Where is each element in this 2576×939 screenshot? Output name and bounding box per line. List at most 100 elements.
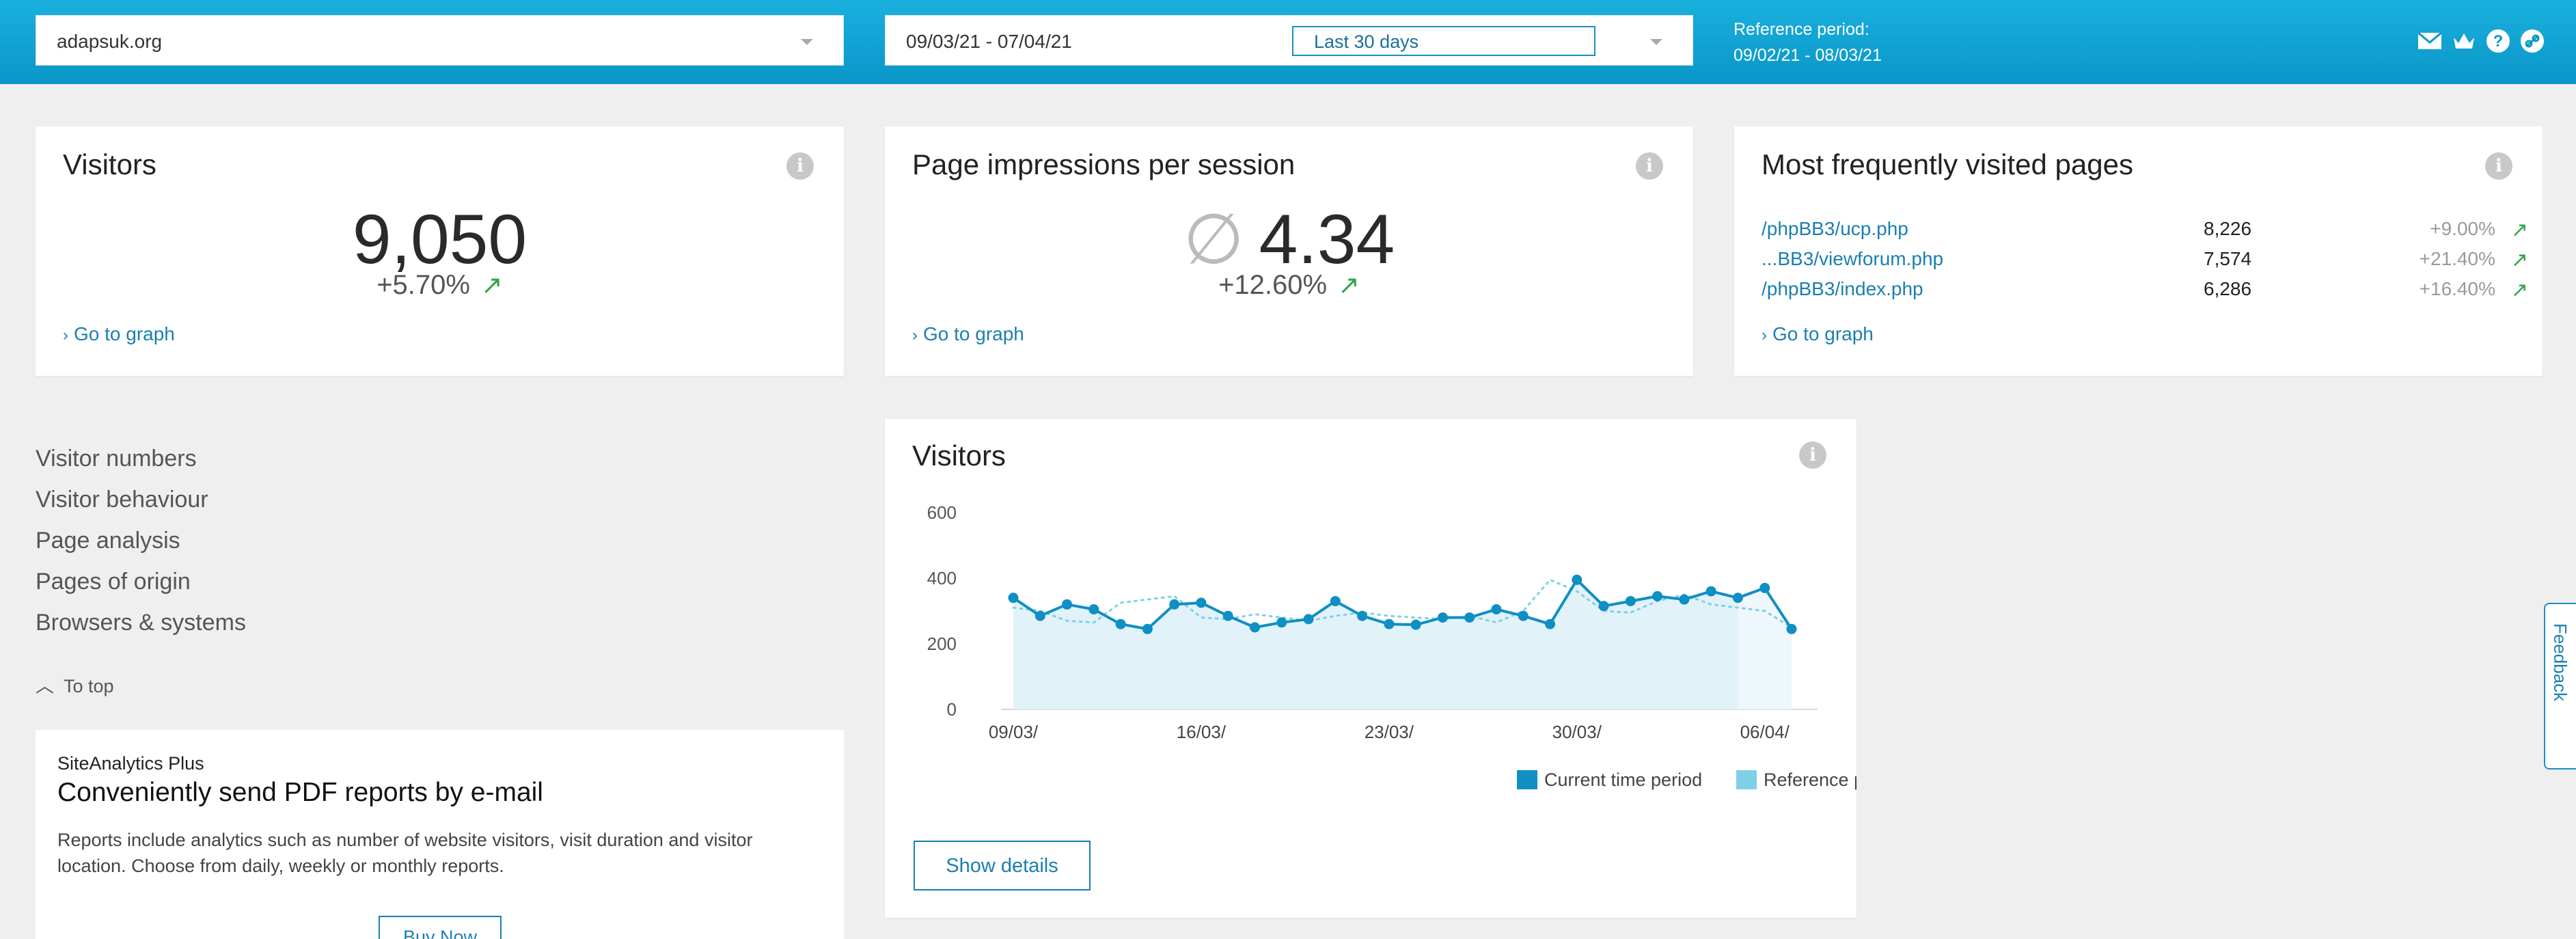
crown-icon[interactable] bbox=[2452, 29, 2476, 53]
legend-reference-swatch bbox=[1736, 770, 1757, 789]
go-to-graph-label: Go to graph bbox=[74, 323, 175, 344]
svg-text:?: ? bbox=[2493, 32, 2504, 51]
info-icon[interactable]: i bbox=[1799, 441, 1826, 469]
go-to-graph-label: Go to graph bbox=[1772, 323, 1874, 344]
to-top-link[interactable]: ︿ To top bbox=[36, 671, 114, 698]
legend-current-label: Current time period bbox=[1544, 770, 1702, 790]
average-symbol: ∅ bbox=[1183, 200, 1244, 278]
current-period-area bbox=[1013, 580, 1792, 709]
nav-item-browsers-systems[interactable]: Browsers & systems bbox=[36, 610, 246, 636]
data-point-07/04/ bbox=[1786, 623, 1797, 634]
show-details-button[interactable]: Show details bbox=[914, 841, 1091, 890]
info-icon[interactable]: i bbox=[1636, 152, 1663, 180]
data-point-14/03/ bbox=[1142, 623, 1153, 634]
promo-body: Reports include analytics such as number… bbox=[57, 830, 753, 876]
site-select-value: adapsuk.org bbox=[57, 31, 163, 52]
data-point-21/03/ bbox=[1330, 596, 1341, 607]
go-to-graph-link[interactable]: › Go to graph bbox=[63, 323, 175, 345]
x-tick-label: 06/04/ bbox=[1740, 722, 1790, 742]
data-point-17/03/ bbox=[1222, 610, 1233, 621]
visitors-chart: 0 200 400 600 09/03/16/03/23/03/30/03/06/04/… bbox=[927, 502, 1856, 790]
page-path-link[interactable]: /phpBB3/index.php bbox=[1762, 278, 1923, 299]
page-path-link[interactable]: /phpBB3/ucp.php bbox=[1762, 218, 1908, 239]
impressions-change: +12.60% ↗ bbox=[885, 270, 1693, 301]
data-point-30/03/ bbox=[1572, 574, 1582, 585]
reference-period: Reference period: 09/02/21 - 08/03/21 bbox=[1734, 16, 1882, 68]
pages-list: /phpBB3/ucp.php 8,226 +9.00% ↗ ...BB3/vi… bbox=[1762, 218, 2528, 308]
to-top-label: To top bbox=[64, 676, 114, 696]
top-bar: adapsuk.org 09/03/21 - 07/04/21 Last 30 … bbox=[0, 0, 2576, 84]
visitors-value: 9,050 bbox=[352, 200, 527, 278]
top-icons: ? bbox=[2417, 29, 2545, 53]
change-value: +5.70% bbox=[376, 270, 470, 300]
page-change: +9.00% bbox=[2430, 218, 2495, 239]
info-icon[interactable]: i bbox=[786, 152, 814, 180]
trend-up-icon: ↗ bbox=[480, 271, 503, 300]
pages-card: Most frequently visited pages i /phpBB3/… bbox=[1734, 126, 2543, 376]
nav-item-pages-of-origin[interactable]: Pages of origin bbox=[36, 569, 191, 595]
go-to-graph-link[interactable]: › Go to graph bbox=[1762, 323, 1874, 345]
date-range-select[interactable]: 09/03/21 - 07/04/21 Last 30 days bbox=[885, 15, 1693, 66]
data-point-05/04/ bbox=[1732, 593, 1743, 603]
card-title: Most frequently visited pages bbox=[1762, 148, 2133, 180]
data-point-01/04/ bbox=[1625, 596, 1636, 607]
x-tick-label: 16/03/ bbox=[1177, 722, 1227, 742]
list-item: ...BB3/viewforum.php 7,574 +21.40% ↗ bbox=[1762, 248, 2528, 278]
card-title: Page impressions per session bbox=[912, 148, 1296, 180]
card-title: Visitors bbox=[63, 148, 156, 180]
nav-item-visitor-numbers[interactable]: Visitor numbers bbox=[36, 446, 197, 472]
chevron-right-icon: › bbox=[912, 326, 918, 344]
data-point-22/03/ bbox=[1357, 610, 1368, 621]
trend-up-icon: ↗ bbox=[1338, 271, 1360, 300]
legend-reference-label: Reference period bbox=[1764, 770, 1856, 790]
nav-item-visitor-behaviour[interactable]: Visitor behaviour bbox=[36, 487, 208, 513]
data-point-25/03/ bbox=[1437, 612, 1448, 623]
promo-title: Conveniently send PDF reports by e-mail bbox=[57, 778, 543, 807]
visitors-card: Visitors i 9,050 +5.70% ↗ › Go to graph bbox=[36, 126, 844, 376]
page-count: 8,226 bbox=[2204, 218, 2252, 239]
data-point-24/03/ bbox=[1410, 619, 1421, 630]
y-tick-label: 600 bbox=[927, 502, 957, 523]
feedback-tab[interactable]: Feedback bbox=[2544, 603, 2576, 770]
page-change: +16.40% bbox=[2419, 278, 2495, 299]
change-value: +12.60% bbox=[1218, 270, 1328, 300]
data-point-28/03/ bbox=[1518, 610, 1529, 621]
chart-title: Visitors bbox=[912, 439, 1006, 472]
nav-item-page-analysis[interactable]: Page analysis bbox=[36, 528, 180, 554]
trend-up-icon: ↗ bbox=[2510, 279, 2528, 301]
data-point-27/03/ bbox=[1491, 604, 1502, 615]
y-tick-label: 0 bbox=[947, 699, 957, 720]
help-icon[interactable]: ? bbox=[2486, 29, 2510, 53]
data-point-31/03/ bbox=[1598, 601, 1609, 612]
data-point-12/03/ bbox=[1088, 604, 1099, 615]
mail-icon[interactable] bbox=[2417, 29, 2442, 53]
page-path-link[interactable]: ...BB3/viewforum.php bbox=[1762, 248, 1944, 269]
feedback-label: Feedback bbox=[2550, 623, 2571, 702]
link-icon[interactable] bbox=[2520, 29, 2545, 53]
data-point-20/03/ bbox=[1303, 614, 1314, 625]
chevron-down-icon bbox=[1650, 39, 1662, 45]
reference-period-label: Reference period: bbox=[1734, 20, 1869, 39]
info-icon[interactable]: i bbox=[2485, 152, 2512, 180]
data-point-13/03/ bbox=[1115, 618, 1126, 629]
y-tick-label: 400 bbox=[927, 568, 957, 588]
go-to-graph-link[interactable]: › Go to graph bbox=[912, 323, 1024, 345]
list-item: /phpBB3/ucp.php 8,226 +9.00% ↗ bbox=[1762, 218, 2528, 248]
data-point-02/04/ bbox=[1652, 590, 1663, 601]
site-select[interactable]: adapsuk.org bbox=[36, 15, 844, 66]
data-point-15/03/ bbox=[1169, 599, 1180, 610]
impressions-card: Page impressions per session i ∅ 4.34 +12… bbox=[885, 126, 1693, 376]
range-preset-button[interactable]: Last 30 days bbox=[1292, 26, 1595, 56]
page-change: +21.40% bbox=[2419, 248, 2495, 269]
promo-kicker: SiteAnalytics Plus bbox=[57, 753, 204, 774]
data-point-11/03/ bbox=[1062, 599, 1073, 610]
promo-card: SiteAnalytics Plus Conveniently send PDF… bbox=[36, 730, 844, 939]
impressions-value: ∅ 4.34 bbox=[885, 202, 1693, 277]
list-item: /phpBB3/index.php 6,286 +16.40% ↗ bbox=[1762, 278, 2528, 308]
date-range-value: 09/03/21 - 07/04/21 bbox=[906, 31, 1072, 52]
reference-period-range: 09/02/21 - 08/03/21 bbox=[1734, 46, 1882, 65]
buy-now-button[interactable]: Buy Now bbox=[379, 916, 502, 939]
impressions-number: 4.34 bbox=[1259, 200, 1395, 278]
section-nav: Visitor numbers Visitor behaviour Page a… bbox=[36, 441, 246, 646]
chevron-up-icon: ︿ bbox=[36, 676, 54, 696]
